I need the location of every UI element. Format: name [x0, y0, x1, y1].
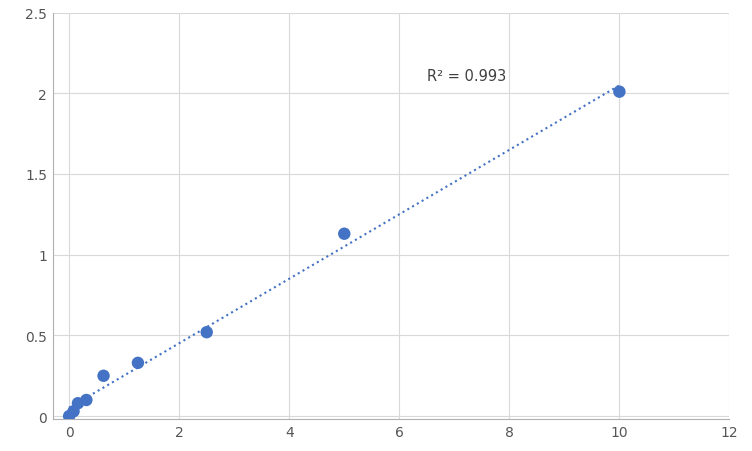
Point — [614, 89, 626, 96]
Point — [80, 396, 92, 404]
Point — [72, 400, 84, 407]
Text: R² = 0.993: R² = 0.993 — [427, 69, 506, 84]
Point — [63, 413, 75, 420]
Point — [98, 373, 110, 380]
Point — [68, 408, 80, 415]
Point — [201, 329, 213, 336]
Point — [338, 230, 350, 238]
Point — [132, 359, 144, 367]
